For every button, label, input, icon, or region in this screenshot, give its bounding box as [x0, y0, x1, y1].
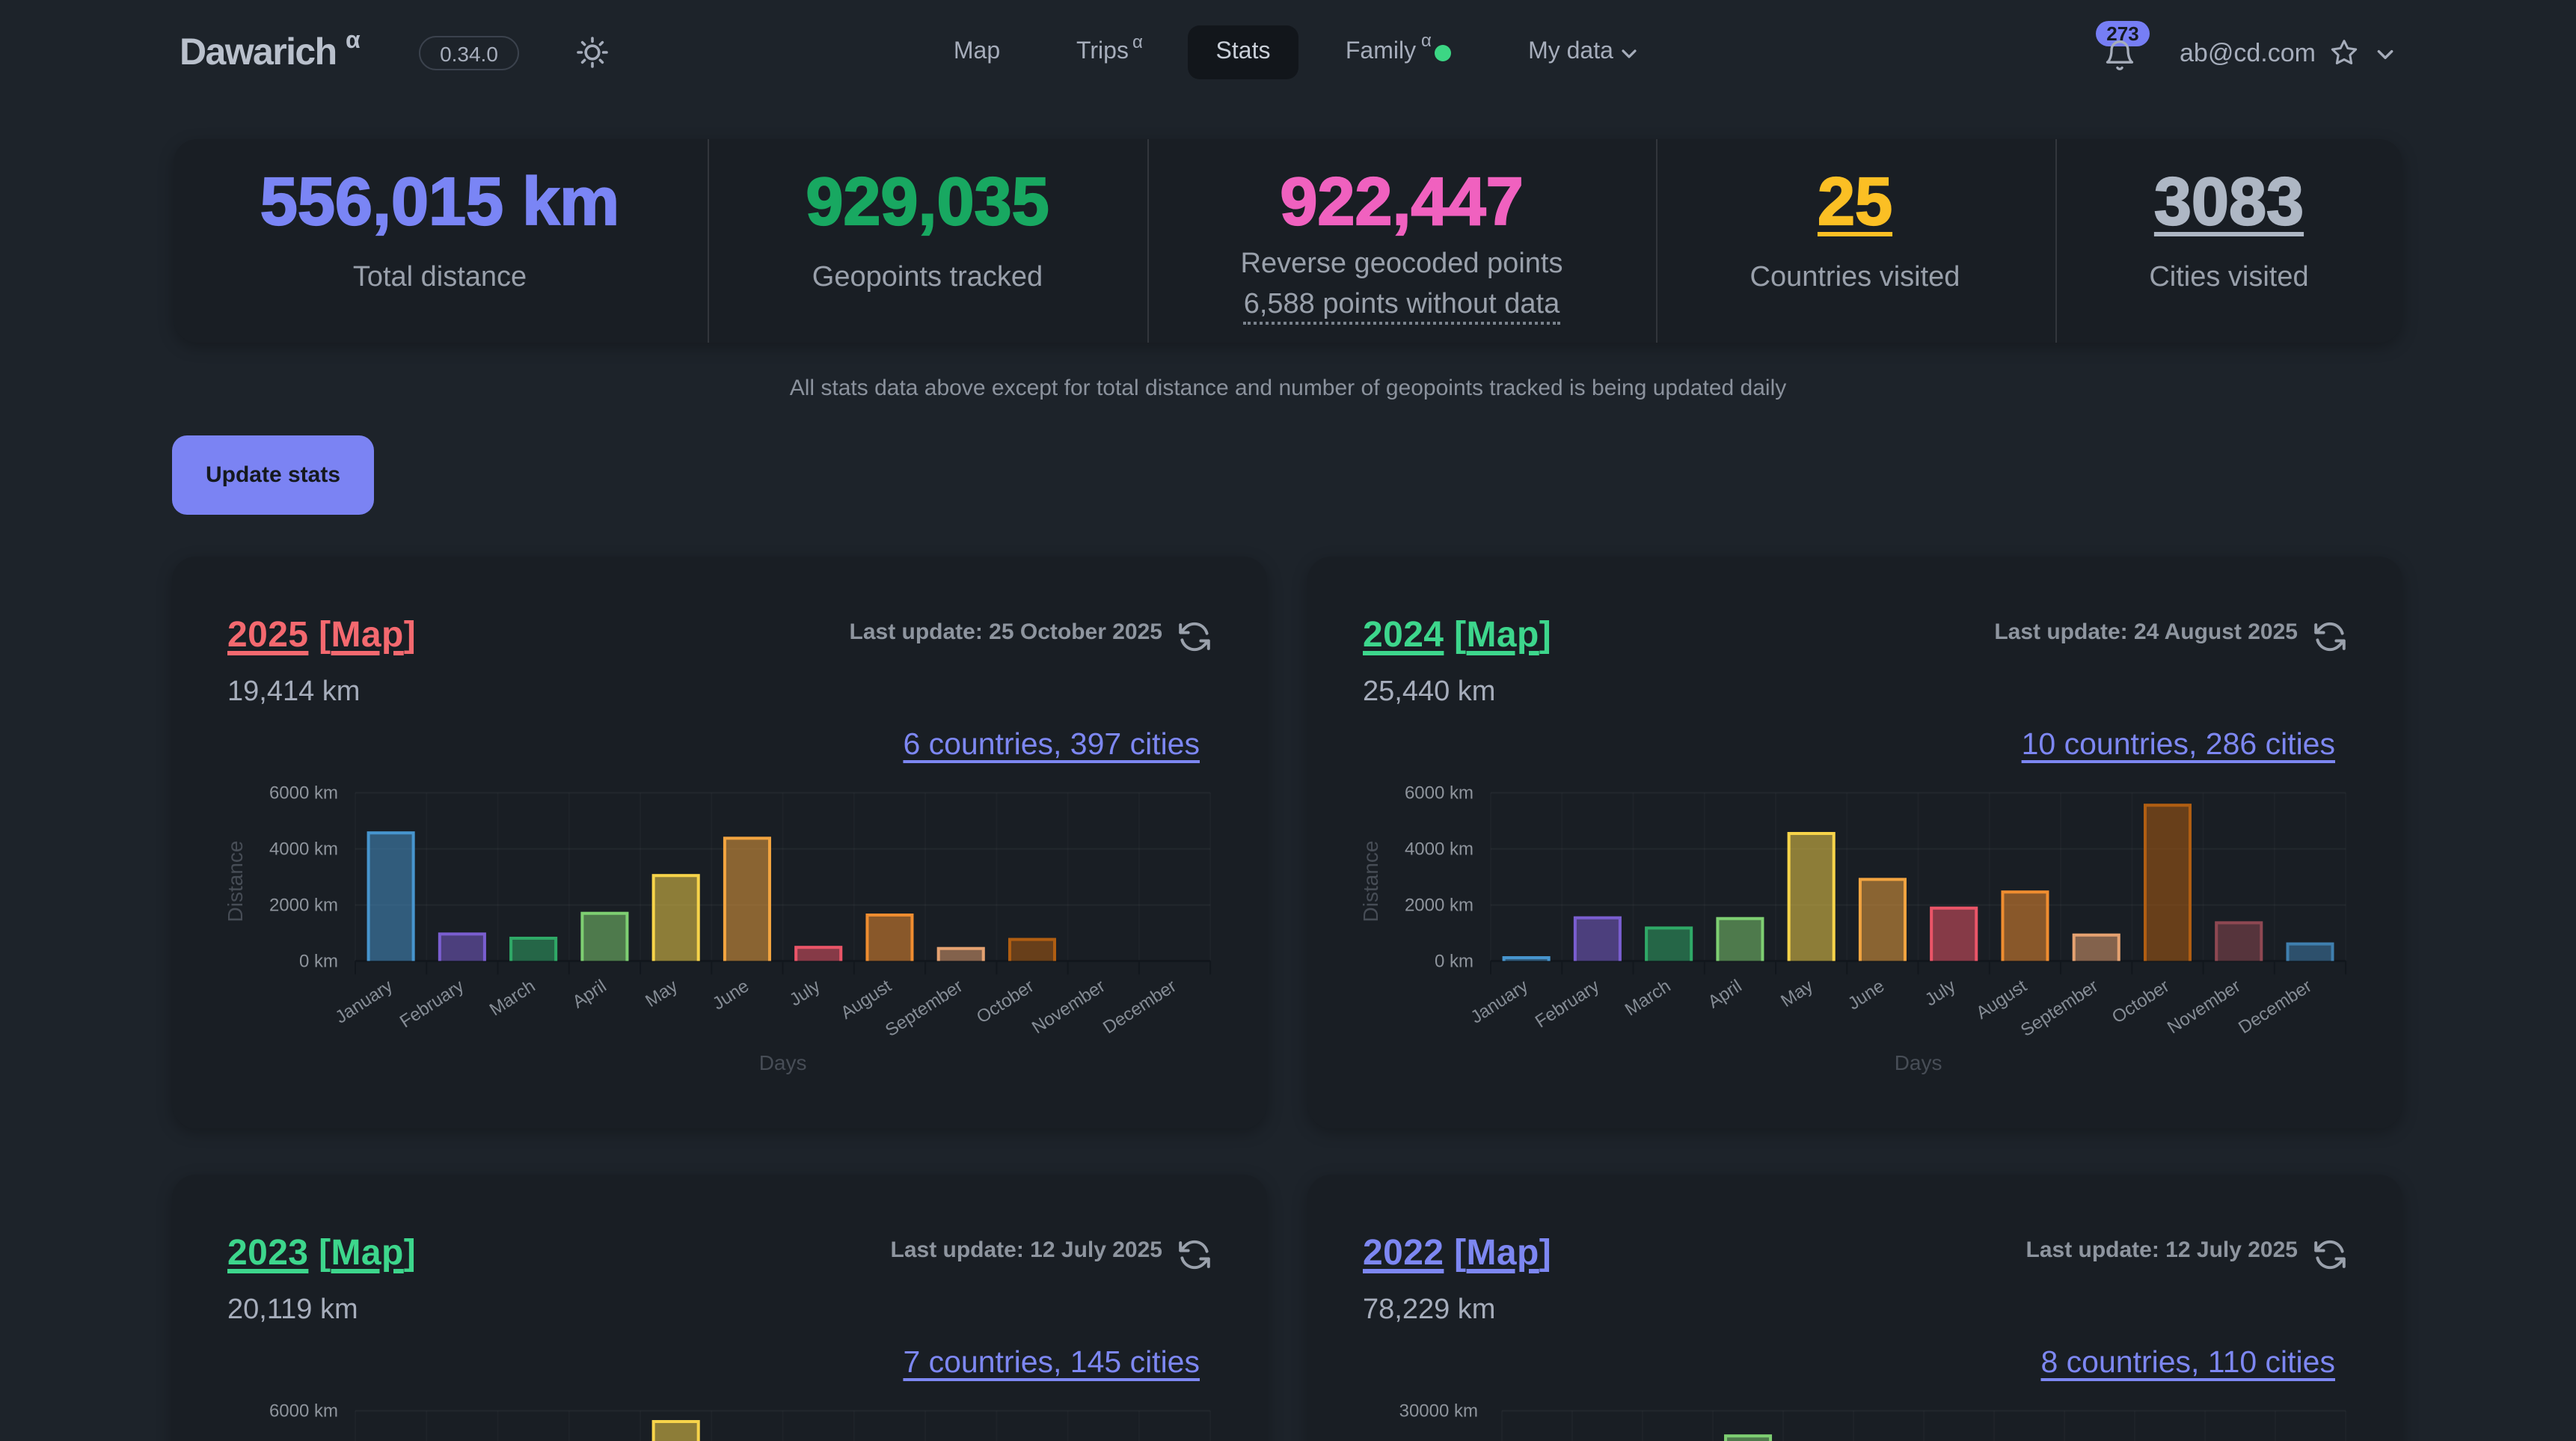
- svg-text:30000 km: 30000 km: [1399, 1401, 1478, 1422]
- svg-text:May: May: [1777, 976, 1817, 1011]
- svg-text:April: April: [569, 976, 610, 1012]
- svg-text:February: February: [396, 976, 467, 1032]
- svg-text:Distance: Distance: [224, 841, 247, 923]
- svg-text:April: April: [1705, 976, 1746, 1012]
- svg-text:November: November: [1028, 976, 1109, 1038]
- svg-text:February: February: [1532, 976, 1603, 1032]
- svg-text:October: October: [973, 976, 1037, 1027]
- svg-text:September: September: [2017, 976, 2102, 1041]
- svg-text:August: August: [837, 976, 895, 1024]
- svg-text:November: November: [2164, 976, 2245, 1038]
- svg-text:Days: Days: [759, 1051, 807, 1074]
- svg-text:6000 km: 6000 km: [1405, 783, 1473, 804]
- svg-text:March: March: [486, 976, 539, 1020]
- svg-text:October: October: [2109, 976, 2173, 1027]
- svg-text:September: September: [882, 976, 966, 1041]
- svg-text:Days: Days: [1895, 1051, 1942, 1074]
- svg-text:July: July: [1922, 976, 1960, 1010]
- svg-text:4000 km: 4000 km: [269, 839, 338, 860]
- svg-text:6000 km: 6000 km: [269, 1401, 338, 1422]
- svg-text:0 km: 0 km: [1435, 951, 1473, 971]
- svg-text:January: January: [1468, 976, 1532, 1027]
- svg-text:August: August: [1972, 976, 2031, 1024]
- svg-text:Distance: Distance: [1359, 841, 1382, 923]
- svg-text:December: December: [2235, 976, 2316, 1038]
- svg-text:December: December: [1100, 976, 1180, 1038]
- svg-text:January: January: [332, 976, 396, 1027]
- svg-text:June: June: [709, 976, 752, 1014]
- svg-text:4000 km: 4000 km: [1405, 839, 1473, 860]
- svg-text:May: May: [642, 976, 681, 1011]
- svg-text:June: June: [1844, 976, 1888, 1014]
- svg-text:2000 km: 2000 km: [269, 896, 338, 916]
- svg-text:March: March: [1622, 976, 1675, 1020]
- svg-text:0 km: 0 km: [299, 951, 338, 971]
- svg-text:2000 km: 2000 km: [1405, 896, 1473, 916]
- svg-text:6000 km: 6000 km: [269, 783, 338, 804]
- svg-text:July: July: [786, 976, 824, 1010]
